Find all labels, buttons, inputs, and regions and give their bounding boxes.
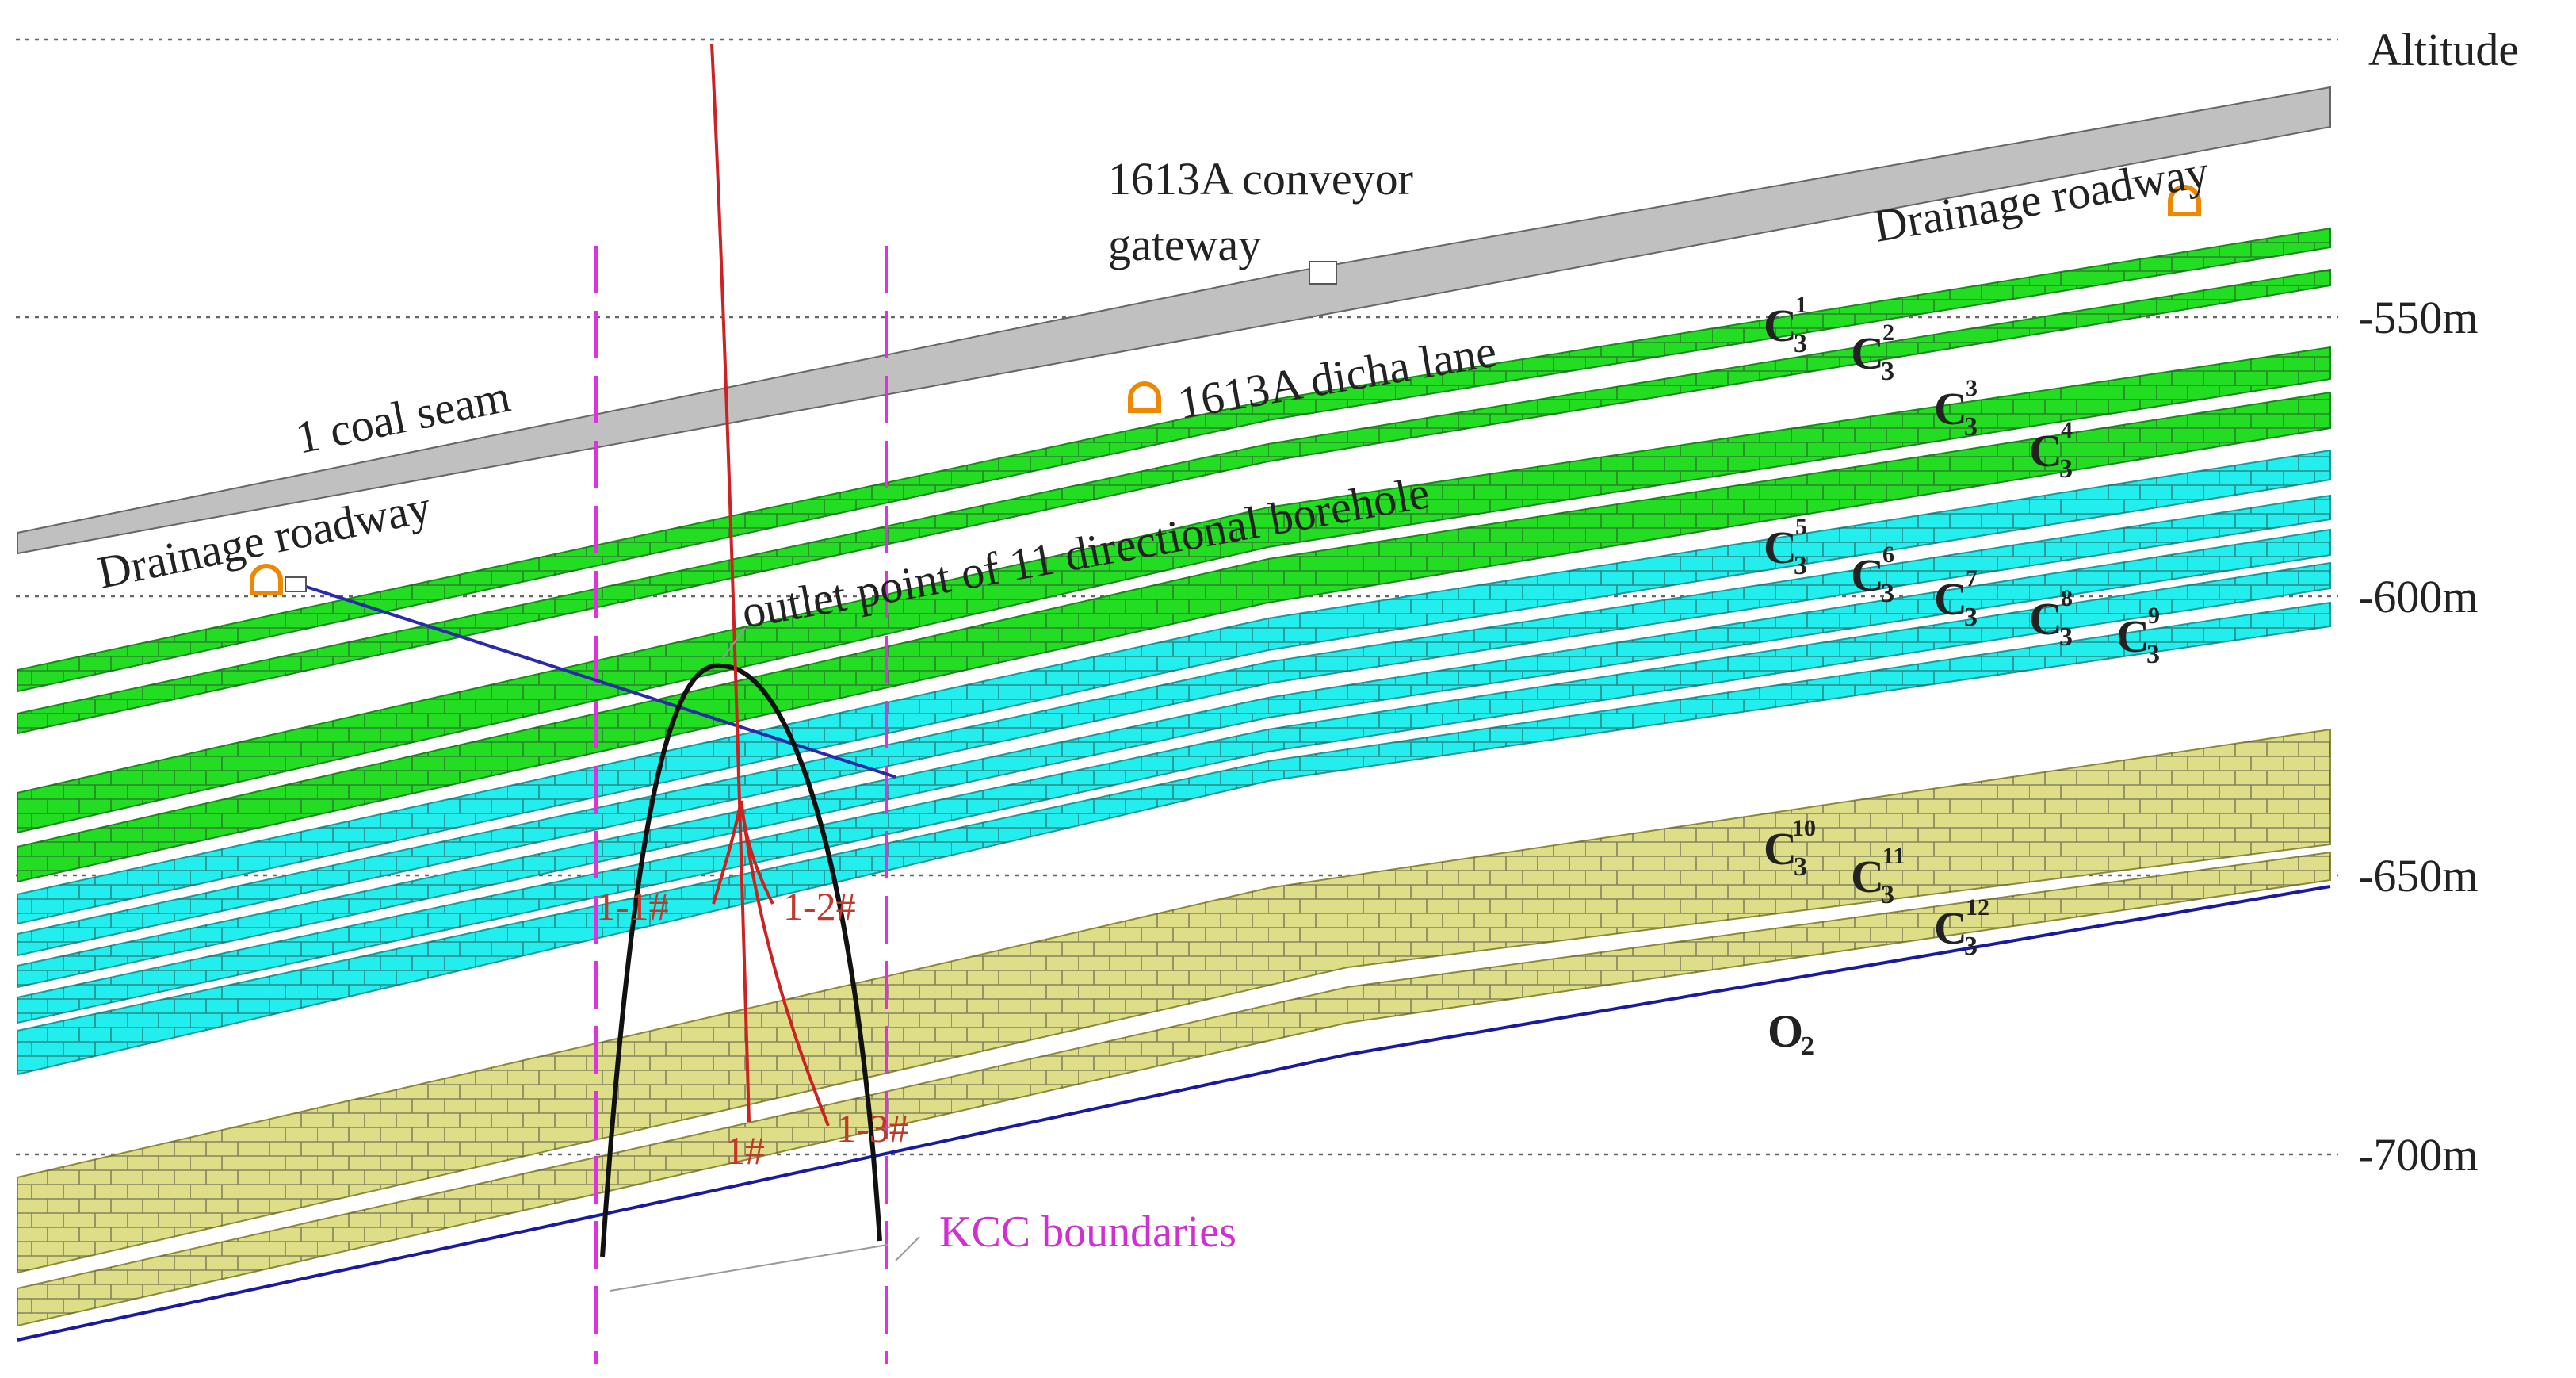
roadway-arch-icon-left [250,564,283,595]
o2-boundary-line [17,885,2331,1342]
svg-text:3: 3 [1794,852,1807,882]
svg-text:8: 8 [2061,585,2073,611]
svg-text:C: C [1934,383,1967,434]
svg-text:C: C [2029,593,2062,645]
svg-text:3: 3 [2146,640,2160,669]
layer-label-c3-6: C3 6 [1851,542,1894,608]
svg-text:C: C [1851,327,1884,379]
layer-label-c3-9: C3 9 [2116,603,2160,669]
svg-text:3: 3 [1881,357,1894,386]
elevation-label-650: -650m [2358,850,2478,901]
svg-text:C: C [1851,851,1884,902]
svg-text:4: 4 [2061,417,2073,443]
drainage-borehole-head [285,576,307,592]
kcc-boundary-lines [594,246,888,1364]
layer-label-c3-5: C3 5 [1764,514,1807,580]
layer-label-c3-12: C3 12 [1934,894,1989,961]
svg-text:11: 11 [1882,843,1905,869]
svg-text:3: 3 [1964,412,1978,442]
elevation-label-600: -600m [2358,571,2478,622]
svg-text:3: 3 [1964,603,1978,632]
conveyor-gateway-box [1309,261,1337,285]
roadway-arch-icon-dicha [1128,381,1161,413]
borehole-label-1-2: 1-2# [783,884,856,928]
svg-text:7: 7 [1966,565,1978,591]
layer-label-c3-7: C3 7 [1934,565,1978,632]
layer-label-c3-10: C3 10 [1764,815,1816,882]
roadway-arch-icon-right [2168,185,2201,216]
layer-label-c3-2: C3 2 [1851,320,1894,386]
svg-text:3: 3 [1794,329,1807,358]
svg-text:3: 3 [2059,454,2073,484]
svg-text:2: 2 [1801,1032,1814,1061]
kcc-arch-outline [600,663,882,1257]
elevation-label-550: -550m [2358,292,2478,343]
layer-label-c3-1: C3 1 [1764,292,1807,358]
svg-text:3: 3 [1881,579,1894,608]
svg-text:C: C [2029,425,2062,477]
svg-text:C: C [1764,522,1797,573]
svg-text:3: 3 [1966,375,1978,401]
cyan-layers-texture [17,450,2330,1074]
svg-text:3: 3 [1794,551,1807,580]
svg-text:C: C [1934,902,1967,954]
red-boreholes [710,43,830,1127]
elevation-label-700: -700m [2358,1129,2478,1181]
svg-text:5: 5 [1795,514,1807,540]
svg-text:1: 1 [1795,292,1807,318]
svg-text:9: 9 [2148,603,2160,629]
borehole-label-1-1: 1-1# [596,884,669,928]
svg-text:12: 12 [1966,894,1989,921]
layer-label-c3-8: C3 8 [2029,585,2073,652]
svg-text:10: 10 [1792,815,1816,841]
conveyor-gateway-label-1: 1613A conveyor [1108,153,1413,205]
layer-label-c3-11: C3 11 [1851,843,1905,909]
conveyor-gateway-label-2: gateway [1108,219,1261,270]
layer-label-c3-3: C3 3 [1934,375,1978,442]
svg-text:6: 6 [1882,542,1894,568]
svg-text:3: 3 [2059,622,2073,652]
altitude-label: Altitude [2368,24,2519,75]
green-layers-texture [17,228,2330,882]
svg-text:C: C [1764,823,1797,875]
svg-text:C: C [1934,573,1967,625]
borehole-label-1: 1# [725,1128,765,1173]
svg-text:C: C [2116,611,2150,662]
svg-text:3: 3 [1964,932,1978,961]
borehole-label-1-3: 1-3# [836,1106,909,1150]
layer-label-c3-4: C3 4 [2029,417,2073,484]
leader-lines [610,627,920,1292]
svg-text:O: O [1768,1005,1803,1057]
svg-text:C: C [1851,549,1884,601]
kcc-boundaries-label: KCC boundaries [939,1208,1236,1257]
coal-seam-band [17,86,2331,555]
svg-text:2: 2 [1882,320,1894,346]
svg-text:C: C [1764,300,1797,351]
svg-text:3: 3 [1881,880,1894,909]
o2-label: O2 [1768,1005,1814,1061]
